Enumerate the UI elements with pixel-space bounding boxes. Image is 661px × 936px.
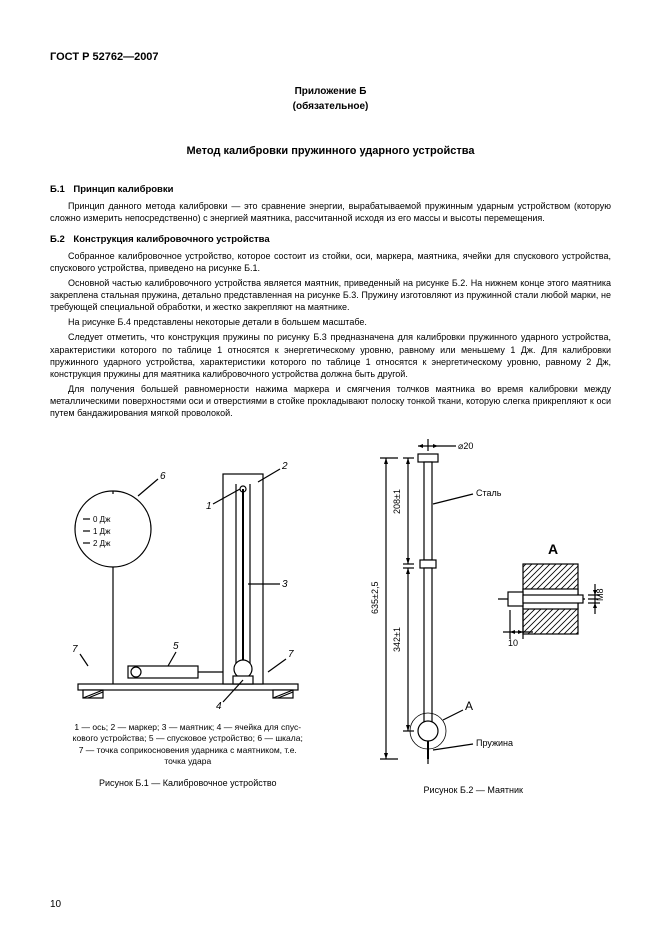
section-num: Б.2 [50, 234, 65, 245]
page-number: 10 [50, 898, 61, 912]
doc-header: ГОСТ Р 52762—2007 [50, 50, 611, 65]
legend-line: кового устройства; 5 — спусковое устройс… [50, 733, 326, 744]
paragraph: Следует отметить, что конструкция пружин… [50, 331, 611, 380]
paragraph: На рисунке Б.4 представлены некоторые де… [50, 316, 611, 328]
svg-text:5: 5 [173, 641, 179, 652]
svg-text:2: 2 [281, 461, 288, 472]
document-page: ГОСТ Р 52762—2007 Приложение Б (обязател… [0, 0, 661, 936]
figure-b1: 0 Дж 1 Дж 2 Дж [50, 434, 326, 796]
section-title: Принцип калибровки [73, 184, 173, 195]
appendix-mandatory: (обязательное) [50, 100, 611, 114]
svg-text:635±2,5: 635±2,5 [370, 582, 380, 614]
svg-text:3: 3 [282, 579, 288, 590]
legend-line: точка удара [50, 756, 326, 767]
svg-text:6: 6 [160, 471, 166, 482]
main-title: Метод калибровки пружинного ударного уст… [50, 144, 611, 159]
paragraph: Принцип данного метода калибровки — это … [50, 200, 611, 224]
section-b2-head: Б.2 Конструкция калибровочного устройств… [50, 234, 611, 247]
svg-text:Сталь: Сталь [476, 488, 502, 498]
paragraph: Собранное калибровочное устройство, кото… [50, 250, 611, 274]
svg-text:208±1: 208±1 [392, 489, 402, 514]
svg-text:4: 4 [216, 701, 222, 712]
figure-b1-caption: Рисунок Б.1 — Калибровочное устройство [50, 777, 326, 789]
svg-text:342±1: 342±1 [392, 627, 402, 652]
section-b1-head: Б.1 Принцип калибровки [50, 184, 611, 197]
figure-b2: ⌀20 [336, 434, 612, 796]
svg-text:M8: M8 [595, 589, 605, 602]
svg-text:7: 7 [72, 644, 78, 655]
svg-text:0 Дж: 0 Дж [93, 515, 111, 524]
section-num: Б.1 [50, 184, 65, 195]
paragraph: Для получения большей равномерности нажи… [50, 383, 611, 419]
svg-text:2 Дж: 2 Дж [93, 539, 111, 548]
svg-text:A: A [548, 541, 558, 557]
svg-text:A: A [465, 699, 473, 713]
legend-line: 1 — ось; 2 — маркер; 3 — маятник; 4 — яч… [50, 722, 326, 733]
svg-text:Пружина: Пружина [476, 738, 513, 748]
figure-b2-caption: Рисунок Б.2 — Маятник [336, 784, 612, 796]
paragraph: Основной частью калибровочного устройств… [50, 277, 611, 313]
figure-b1-legend: 1 — ось; 2 — маркер; 3 — маятник; 4 — яч… [50, 722, 326, 766]
figures-row: 0 Дж 1 Дж 2 Дж [50, 434, 611, 796]
figure-b1-drawing: 0 Дж 1 Дж 2 Дж [50, 434, 326, 714]
svg-text:10: 10 [508, 638, 518, 648]
figure-b2-drawing: ⌀20 [336, 434, 612, 774]
appendix-label: Приложение Б [50, 85, 611, 99]
svg-text:⌀20: ⌀20 [458, 441, 473, 451]
section-title: Конструкция калибровочного устройства [73, 234, 269, 245]
svg-text:1: 1 [206, 501, 212, 512]
svg-text:7: 7 [288, 649, 294, 660]
legend-line: 7 — точка соприкосновения ударника с мая… [50, 745, 326, 756]
svg-text:1 Дж: 1 Дж [93, 527, 111, 536]
